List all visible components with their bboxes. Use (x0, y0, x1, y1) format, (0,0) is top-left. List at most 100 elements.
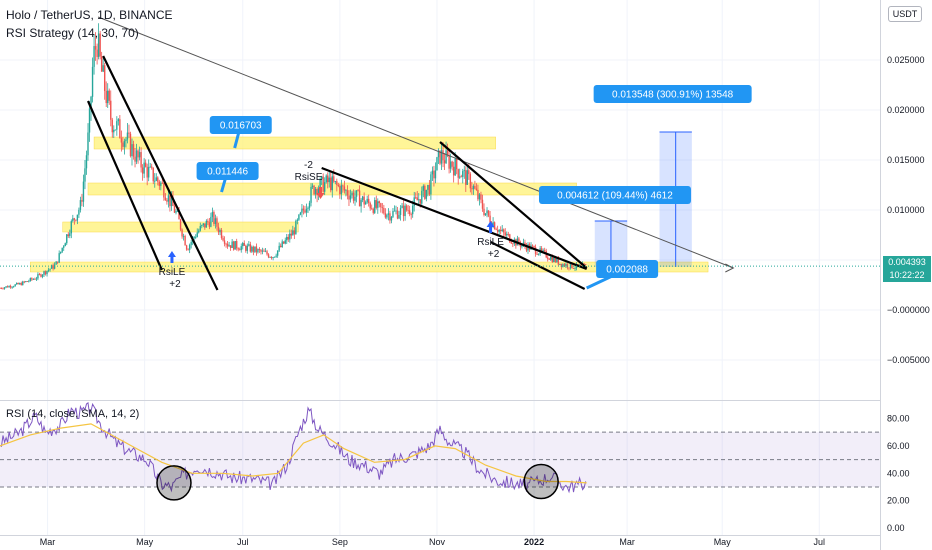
candle-body (584, 264, 587, 266)
candle-body (91, 66, 94, 97)
candle-body (185, 245, 188, 250)
candle-body (0, 288, 1, 289)
candle-body (399, 207, 402, 215)
candle-body (17, 282, 19, 285)
candle-body (319, 178, 321, 189)
candle-body (457, 169, 459, 178)
candle-body (415, 197, 417, 199)
candle-body (352, 192, 355, 201)
candle-body (173, 205, 176, 213)
candle-body (52, 265, 54, 269)
candle-body (375, 200, 377, 208)
candle-body (542, 250, 544, 252)
candle-body (283, 241, 285, 244)
candle-body (144, 162, 147, 167)
candle-body (26, 281, 29, 282)
candle-body (452, 166, 455, 176)
candle-body (61, 247, 63, 252)
candle-body (475, 188, 478, 190)
candle-body (269, 257, 271, 258)
candle-body (257, 249, 259, 253)
currency-button[interactable]: USDT (888, 6, 922, 22)
candle-body (537, 253, 540, 255)
callout-box (593, 85, 752, 103)
candle-body (99, 33, 101, 57)
callout-box (196, 162, 259, 180)
candle-body (195, 236, 197, 238)
time-tick-label: Jul (814, 537, 826, 547)
candle-body (122, 142, 124, 147)
candle-body (574, 268, 576, 269)
candle-body (114, 129, 117, 131)
candle-body (421, 190, 423, 204)
trend-line (97, 16, 734, 269)
candle-body (323, 182, 326, 192)
candle-body (311, 185, 314, 187)
candle-body (228, 245, 230, 247)
candle-body (140, 152, 142, 168)
candle-body (240, 246, 242, 251)
price-tick-label: 0.015000 (887, 155, 925, 165)
candle-body (166, 200, 168, 202)
candle-body (384, 213, 387, 218)
candle-body (411, 205, 414, 215)
candle-body (110, 100, 112, 120)
candle-body (298, 214, 300, 220)
candle-body (521, 244, 523, 247)
strategy-label: RSI Strategy (14, 30, 70) (6, 26, 139, 40)
candle-body (562, 264, 564, 267)
callout-text: 0.002088 (606, 265, 648, 276)
candle-body (498, 229, 500, 232)
candle-body (75, 219, 77, 221)
candle-body (222, 237, 224, 241)
candle-body (50, 265, 53, 269)
candle-body (348, 195, 350, 200)
callout-text: 0.011446 (207, 167, 248, 178)
candle-body (113, 129, 115, 133)
candle-body (167, 195, 170, 202)
candle-body (468, 170, 470, 175)
candle-body (135, 150, 138, 162)
candle-body (377, 201, 379, 208)
trend-line (86, 100, 163, 271)
candle-body (266, 251, 268, 255)
candle-body (557, 258, 560, 265)
candle-body (349, 195, 352, 200)
symbol-title: Holo / TetherUS, 1D, BINANCE (6, 8, 173, 22)
candle-body (437, 150, 440, 158)
candle-body (442, 150, 444, 161)
candle-body (20, 283, 22, 286)
candle-body (431, 170, 434, 175)
candle-body (205, 220, 208, 228)
candle-body (424, 185, 426, 199)
candle-body (229, 245, 232, 248)
candle-body (176, 210, 179, 212)
candle-body (496, 229, 499, 232)
candle-body (509, 234, 511, 243)
candle-body (304, 210, 306, 213)
candle-body (410, 214, 412, 215)
candle-body (272, 257, 274, 259)
signal-label: RsiLE (159, 267, 186, 278)
candle-body (363, 196, 365, 205)
candle-body (290, 233, 293, 236)
candle-body (14, 284, 16, 287)
rsi-layer (0, 402, 880, 501)
candle-body (404, 205, 406, 217)
candle-body (389, 213, 391, 221)
candle-body (169, 195, 171, 207)
candle-body (495, 229, 497, 230)
candle-body (160, 182, 162, 186)
candle-body (275, 255, 277, 257)
candle-body (580, 264, 582, 266)
candle-body (322, 176, 324, 192)
candle-body (82, 181, 85, 202)
candle-body (5, 286, 7, 288)
time-tick-label: Mar (619, 537, 635, 547)
candle-body (251, 246, 253, 252)
candle-body (3, 287, 6, 289)
candle-body (460, 176, 462, 178)
candle-body (217, 226, 220, 233)
